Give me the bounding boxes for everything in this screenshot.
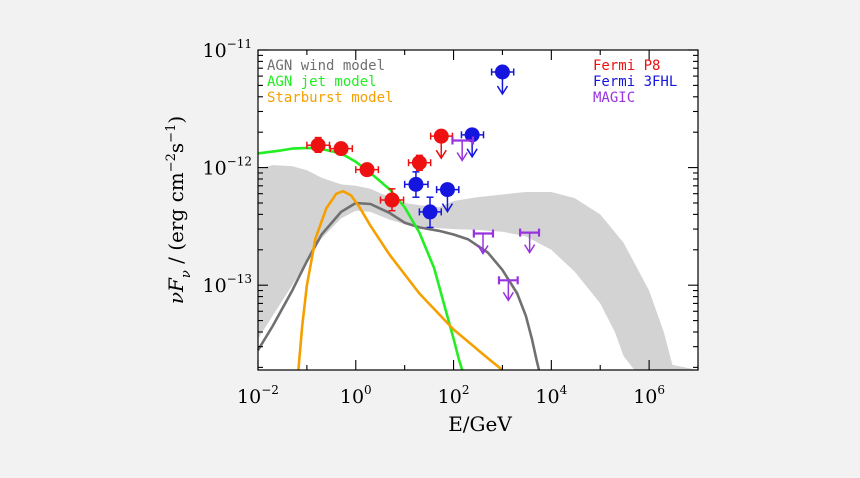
upper-limit-arrow-head [524,244,536,255]
x-axis-title: E/GeV [448,412,512,436]
y-tick-label-2: 10−13 [202,272,252,297]
axis-ticks: 10−2 100 102 104 106 10−11 10−12 10−13 [202,37,699,408]
y-axis-title: νFν / (erg cm−2s−1) [164,116,194,304]
fermi-3fhl-point-4 [490,64,515,96]
x-tick-label-1: 100 [340,383,372,408]
fermi-3fhl-marker [494,64,510,80]
fermi-3fhl-marker [439,182,455,198]
y-axis-title-units: / (erg cm [164,172,188,270]
fermi-p8-point-3 [379,188,405,212]
y-axis-title-exp-s: −1 [164,124,179,143]
y-axis-title-nu-sub: ν [179,270,194,278]
fermi-3fhl-marker [408,176,424,192]
y-axis-title-close: ) [164,116,188,124]
series-line-2 [297,189,504,372]
fermi-3fhl-point-1 [418,196,442,229]
upper-limit-arrow-head [502,291,514,302]
legend-item-magic: MAGIC [593,90,635,106]
model-curves [256,146,541,372]
x-tick-label-3: 104 [535,383,567,408]
x-tick-label-0: 10−2 [237,383,279,408]
y-axis-title-nu-f: νF [164,277,188,304]
legend-item-starburst: Starburst model [267,90,393,106]
fermi-p8-point-1 [329,141,354,157]
magic-upper-limit-0 [451,136,475,162]
data-points [306,64,541,302]
magic-upper-limit-2 [497,276,519,302]
fermi-p8-marker [333,141,349,157]
upper-limit-arrow-head [456,152,468,162]
fermi-p8-point-4 [407,154,432,171]
fermi-p8-marker [310,137,326,153]
band-area [258,165,698,370]
y-tick-label-0: 10−11 [202,37,252,62]
x-tick-label-4: 106 [633,383,665,408]
upper-limit-arrow-head [441,203,454,214]
upper-limit-arrow-head [496,85,509,96]
x-tick-label-2: 102 [438,383,470,408]
fermi-p8-marker [411,155,427,171]
legend-item-agn-wind: AGN wind model [267,58,385,74]
fermi-3fhl-point-2 [435,182,460,214]
fermi-p8-marker [384,192,400,208]
legend-models: AGN wind model AGN jet model Starburst m… [267,58,393,106]
legend-item-agn-jet: AGN jet model [267,74,377,90]
magic-upper-limit-3 [519,228,541,255]
magic-upper-limit-1 [472,229,495,255]
y-axis-title-s: s [164,143,188,153]
fermi-p8-point-0 [306,136,331,154]
fermi-p8-point-2 [355,162,380,178]
fermi-p8-marker [359,162,375,178]
fermi-3fhl-point-3 [460,127,485,159]
agn-wind-uncertainty-band [258,165,698,370]
plot-frame [257,49,699,371]
legend-item-fermi-3fhl: Fermi 3FHL [593,74,677,90]
fermi-3fhl-marker [422,204,438,220]
y-axis-title-exp-cm: −2 [164,153,179,172]
legend-data: Fermi P8 Fermi 3FHL MAGIC [593,58,677,106]
legend-item-fermi-p8: Fermi P8 [593,58,660,74]
fermi-3fhl-point-0 [403,171,429,198]
upper-limit-arrow-head [435,149,447,160]
upper-limit-arrow-head [466,148,478,159]
fermi-p8-marker [433,128,449,144]
upper-limit-arrow-head [477,245,489,255]
y-tick-label-1: 10−12 [202,155,252,180]
fermi-p8-point-5 [429,128,454,160]
fermi-3fhl-marker [464,127,480,143]
